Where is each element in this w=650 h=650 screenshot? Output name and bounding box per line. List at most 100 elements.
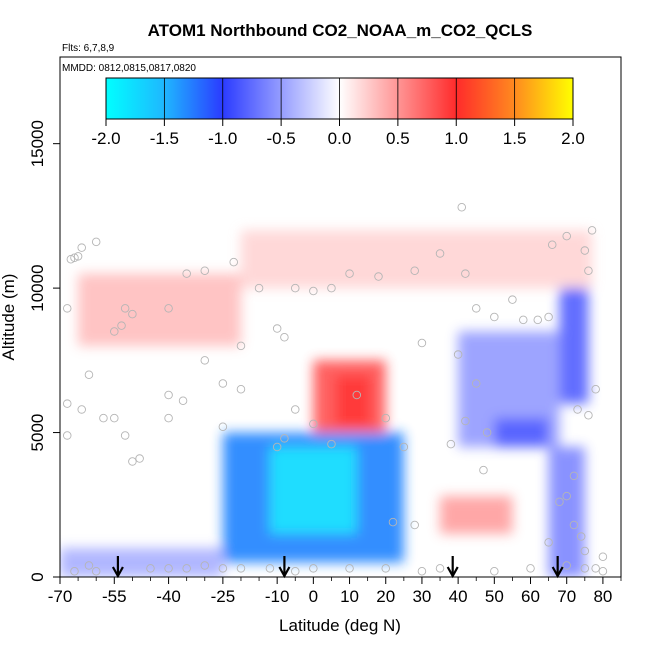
sample-point: [544, 312, 553, 322]
x-tick-label: 30: [412, 587, 431, 606]
x-tick-label: 40: [449, 587, 468, 606]
anomaly-region-upper-trop-positive: [240, 230, 593, 289]
sample-point: [471, 304, 481, 313]
x-axis-label: Latitude (deg N): [279, 616, 401, 635]
sample-point: [479, 465, 488, 475]
sample-point: [200, 356, 210, 365]
sample-point: [461, 416, 470, 426]
sample-point: [182, 564, 191, 573]
sample-point: [490, 312, 499, 322]
sample-point: [446, 439, 456, 449]
sample-point: [77, 243, 86, 252]
sample-point: [280, 332, 289, 342]
sample-point: [62, 304, 72, 313]
sample-point: [435, 249, 445, 258]
x-tick-label: 80: [593, 587, 612, 606]
sample-point: [569, 471, 579, 481]
sample-point: [164, 390, 173, 400]
sample-point: [584, 410, 593, 420]
sample-point: [417, 338, 427, 348]
sample-point: [291, 283, 300, 293]
sample-point: [580, 546, 590, 556]
flight-arrow-head: [446, 566, 459, 579]
sample-point: [381, 413, 390, 423]
sample-point: [164, 304, 173, 313]
sample-point: [128, 309, 137, 319]
anomaly-region-arctic-low-negative: [548, 447, 585, 577]
sample-point: [591, 564, 600, 573]
sample-point: [482, 428, 492, 437]
sample-point: [519, 315, 528, 325]
colorbar-ticks: -2.0 -1.5 -1.0 -0.5 0.0 0.5 1.0 1.5 2.0: [91, 78, 585, 148]
sample-point: [128, 457, 137, 466]
sample-point: [508, 295, 517, 304]
sample-point: [66, 254, 76, 264]
sample-point: [110, 327, 119, 336]
chart-title: ATOM1 Northbound CO2_NOAA_m_CO2_QCLS: [148, 21, 533, 40]
sample-point: [584, 266, 593, 276]
sample-point: [598, 566, 608, 576]
colorbar-tick-label: -1.0: [208, 129, 237, 148]
x-tick-label: -10: [265, 587, 290, 606]
sample-point: [345, 564, 354, 573]
sample-point: [218, 422, 228, 432]
sample-point: [591, 384, 600, 394]
colorbar-tick-label: 2.0: [561, 129, 585, 148]
sample-point: [164, 413, 173, 423]
anomaly-region-northern-low-positive: [440, 496, 513, 534]
sample-point: [135, 454, 144, 463]
sample-point: [120, 304, 130, 313]
x-tick-label: -40: [156, 587, 181, 606]
sample-point: [291, 405, 300, 414]
anomaly-region-arctic-upper-negative: [559, 288, 589, 404]
sample-point: [345, 269, 354, 278]
flight-arrows: [111, 556, 564, 579]
sample-point: [580, 246, 590, 255]
sample-point: [569, 520, 579, 530]
sample-point: [62, 399, 72, 408]
anomaly-region-tropical-mid-core: [335, 374, 372, 427]
sample-point: [562, 491, 571, 501]
sample-point: [200, 561, 210, 570]
x-tick-label: 10: [340, 587, 359, 606]
sample-point: [200, 266, 210, 276]
sample-point: [236, 341, 246, 351]
sample-point: [91, 566, 101, 576]
x-tick-label: 50: [485, 587, 504, 606]
sample-point: [110, 413, 119, 423]
sample-point: [91, 237, 101, 247]
sample-point: [374, 272, 383, 281]
sample-point: [70, 253, 79, 263]
y-tick-label: 5000: [28, 414, 47, 452]
x-tick-label: 0: [309, 587, 318, 606]
sample-point: [84, 370, 94, 380]
colorbar-tick-label: -2.0: [91, 129, 120, 148]
sample-point: [410, 266, 419, 276]
sample-point: [576, 532, 586, 541]
sample-point: [327, 283, 336, 293]
sample-point: [164, 564, 173, 573]
sample-point: [218, 564, 228, 573]
sample-points: [62, 202, 608, 576]
sample-point: [587, 226, 597, 235]
sample-point: [417, 566, 427, 576]
x-axis: -70 -55 -40 -25 -10 0 10 20 30 40 50 60 70 80: [48, 577, 622, 606]
heatmap-layer: [60, 230, 593, 577]
sample-point: [580, 564, 590, 573]
colorbar-tick-label: 0.0: [328, 129, 352, 148]
flight-arrow-head: [551, 566, 564, 579]
sample-point: [562, 561, 571, 570]
colorbar-tick-label: 0.5: [386, 129, 410, 148]
sample-point: [236, 384, 246, 394]
x-tick-label: 20: [376, 587, 395, 606]
colorbar-tick-label: -0.5: [266, 129, 295, 148]
sample-point: [547, 240, 557, 250]
sample-point: [598, 552, 608, 562]
sample-point: [265, 564, 275, 573]
sample-point: [309, 419, 318, 429]
sample-point: [218, 379, 228, 388]
flight-arrow-head: [111, 566, 124, 579]
sample-point: [526, 564, 535, 573]
sample-point: [461, 269, 470, 278]
dates-label: MMDD: 0812,0815,0817,0820: [62, 63, 196, 74]
